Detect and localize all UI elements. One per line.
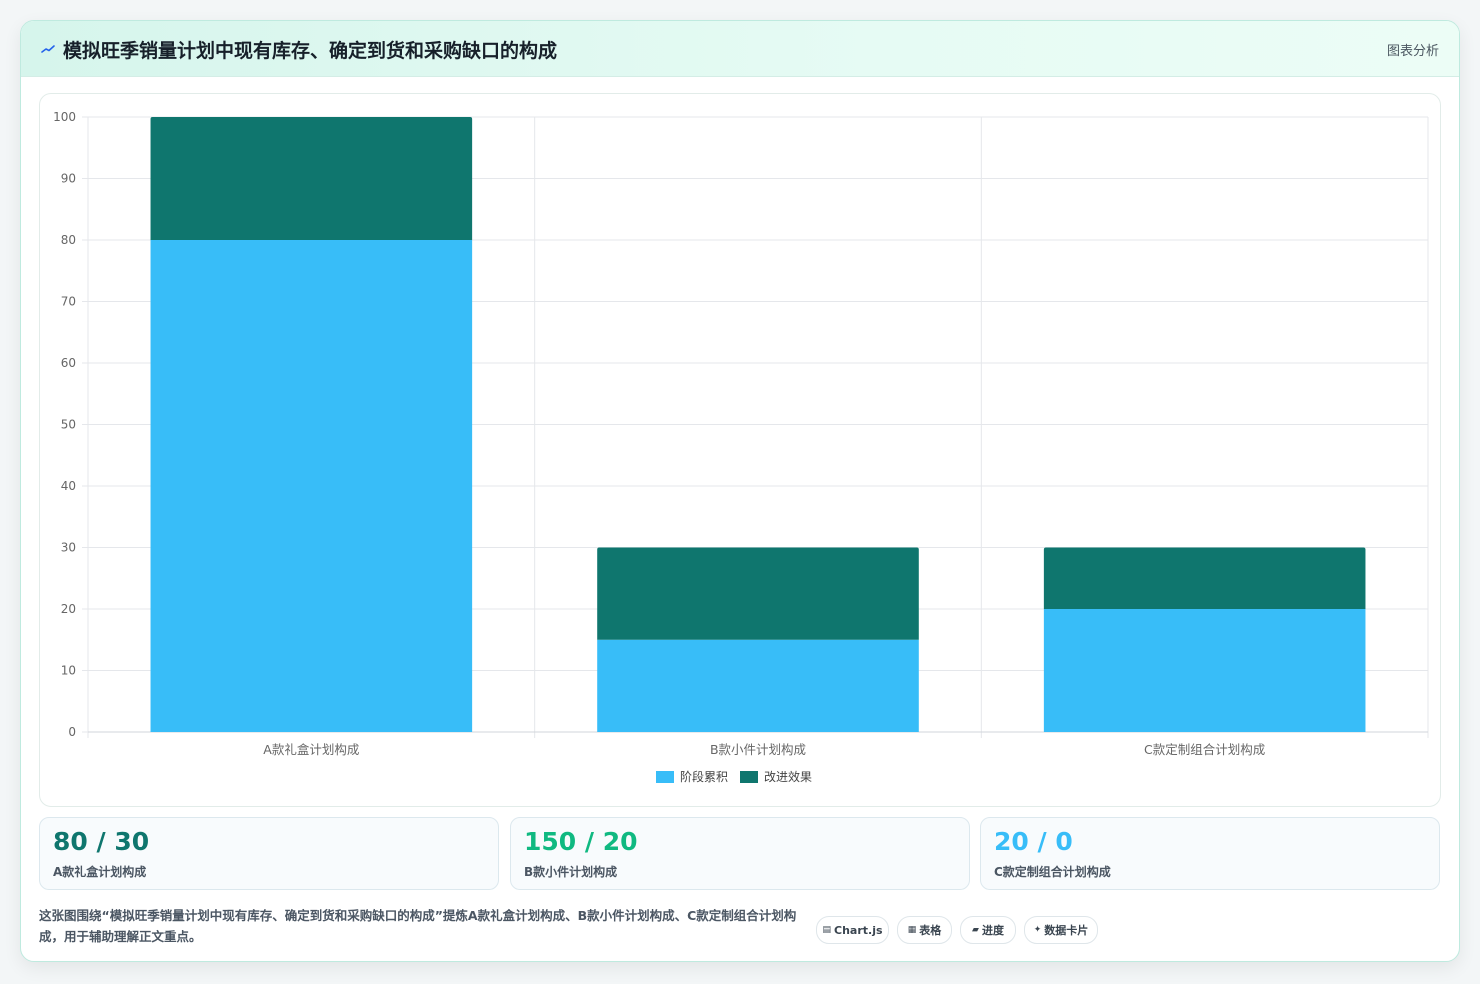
stat-value: 150 / 20 [524,827,638,856]
y-tick-label: 60 [61,356,76,370]
tag-label: Chart.js [834,923,883,937]
y-tick-label: 0 [68,725,76,739]
legend-swatch [740,771,758,783]
legend-label: 阶段累积 [680,769,728,784]
sparkle-icon: ✦ [1033,925,1042,935]
chart-title: 模拟旺季销量计划中现有库存、确定到货和采购缺口的构成 [63,40,558,62]
tag-label: 数据卡片 [1044,924,1089,937]
stat-card-a: 80 / 30 A款礼盒计划构成 [39,817,499,890]
legend-swatch [656,771,674,783]
y-tick-label: 90 [61,172,76,186]
y-tick-label: 70 [61,295,76,309]
bar-segment-stage-cumulative [1043,609,1366,732]
chart-panel: 0 10 20 30 40 50 60 70 80 90 100 A款礼盒计划构成 B款小件计划构成 C款… [39,93,1441,807]
card-header: 模拟旺季销量计划中现有库存、确定到货和采购缺口的构成 图表分析 [21,21,1459,77]
chart-analysis-label: 图表分析 [1386,44,1439,59]
stat-card-b: 150 / 20 B款小件计划构成 [510,817,970,890]
x-tick-label: B款小件计划构成 [710,742,806,757]
bar-segment-stage-cumulative [597,639,919,732]
chart-icon: ▤ [822,925,831,935]
table-icon: ▦ [907,925,917,935]
chart-description: 这张图围绕“模拟旺季销量计划中现有库存、确定到货和采购缺口的构成”提炼A款礼盒计… [39,908,797,944]
stat-label: A款礼盒计划构成 [53,865,147,879]
tag-table[interactable]: ▦ 表格 [897,916,952,944]
tag-label: 表格 [919,924,942,937]
legend-label: 改进效果 [764,769,812,784]
progress-icon: ▰ [972,925,979,935]
y-tick-label: 80 [61,233,76,247]
x-tick-label: C款定制组合计划构成 [1144,742,1265,757]
stat-value: 80 / 30 [53,827,150,856]
y-tick-label: 100 [53,110,76,124]
bar-segment-improvement-effect [150,117,473,240]
tag-progress[interactable]: ▰ 进度 [960,916,1016,944]
stat-label: C款定制组合计划构成 [994,865,1111,879]
y-tick-label: 40 [61,479,76,493]
bar-segment-improvement-effect [1043,547,1366,609]
stacked-bar-chart: 0 10 20 30 40 50 60 70 80 90 100 A款礼盒计划构成 B款小件计划构成 C款… [53,110,1429,784]
stat-card-c: 20 / 0 C款定制组合计划构成 [980,817,1440,890]
tag-label: 进度 [981,924,1004,937]
stat-label: B款小件计划构成 [524,865,618,879]
bar-segment-improvement-effect [597,547,919,640]
trend-line-icon [41,45,55,53]
y-tick-label: 20 [61,602,76,616]
bar-segment-stage-cumulative [150,240,473,732]
tag-chartjs[interactable]: ▤ Chart.js [816,916,889,944]
y-tick-label: 50 [61,418,76,432]
chart-card: 模拟旺季销量计划中现有库存、确定到货和采购缺口的构成 图表分析 0 10 20 30 4… [20,20,1460,962]
tag-data-card[interactable]: ✦ 数据卡片 [1024,916,1098,944]
y-tick-label: 30 [61,541,76,555]
stat-value: 20 / 0 [994,827,1073,856]
x-tick-label: A款礼盒计划构成 [263,742,359,757]
y-tick-label: 10 [61,664,76,678]
